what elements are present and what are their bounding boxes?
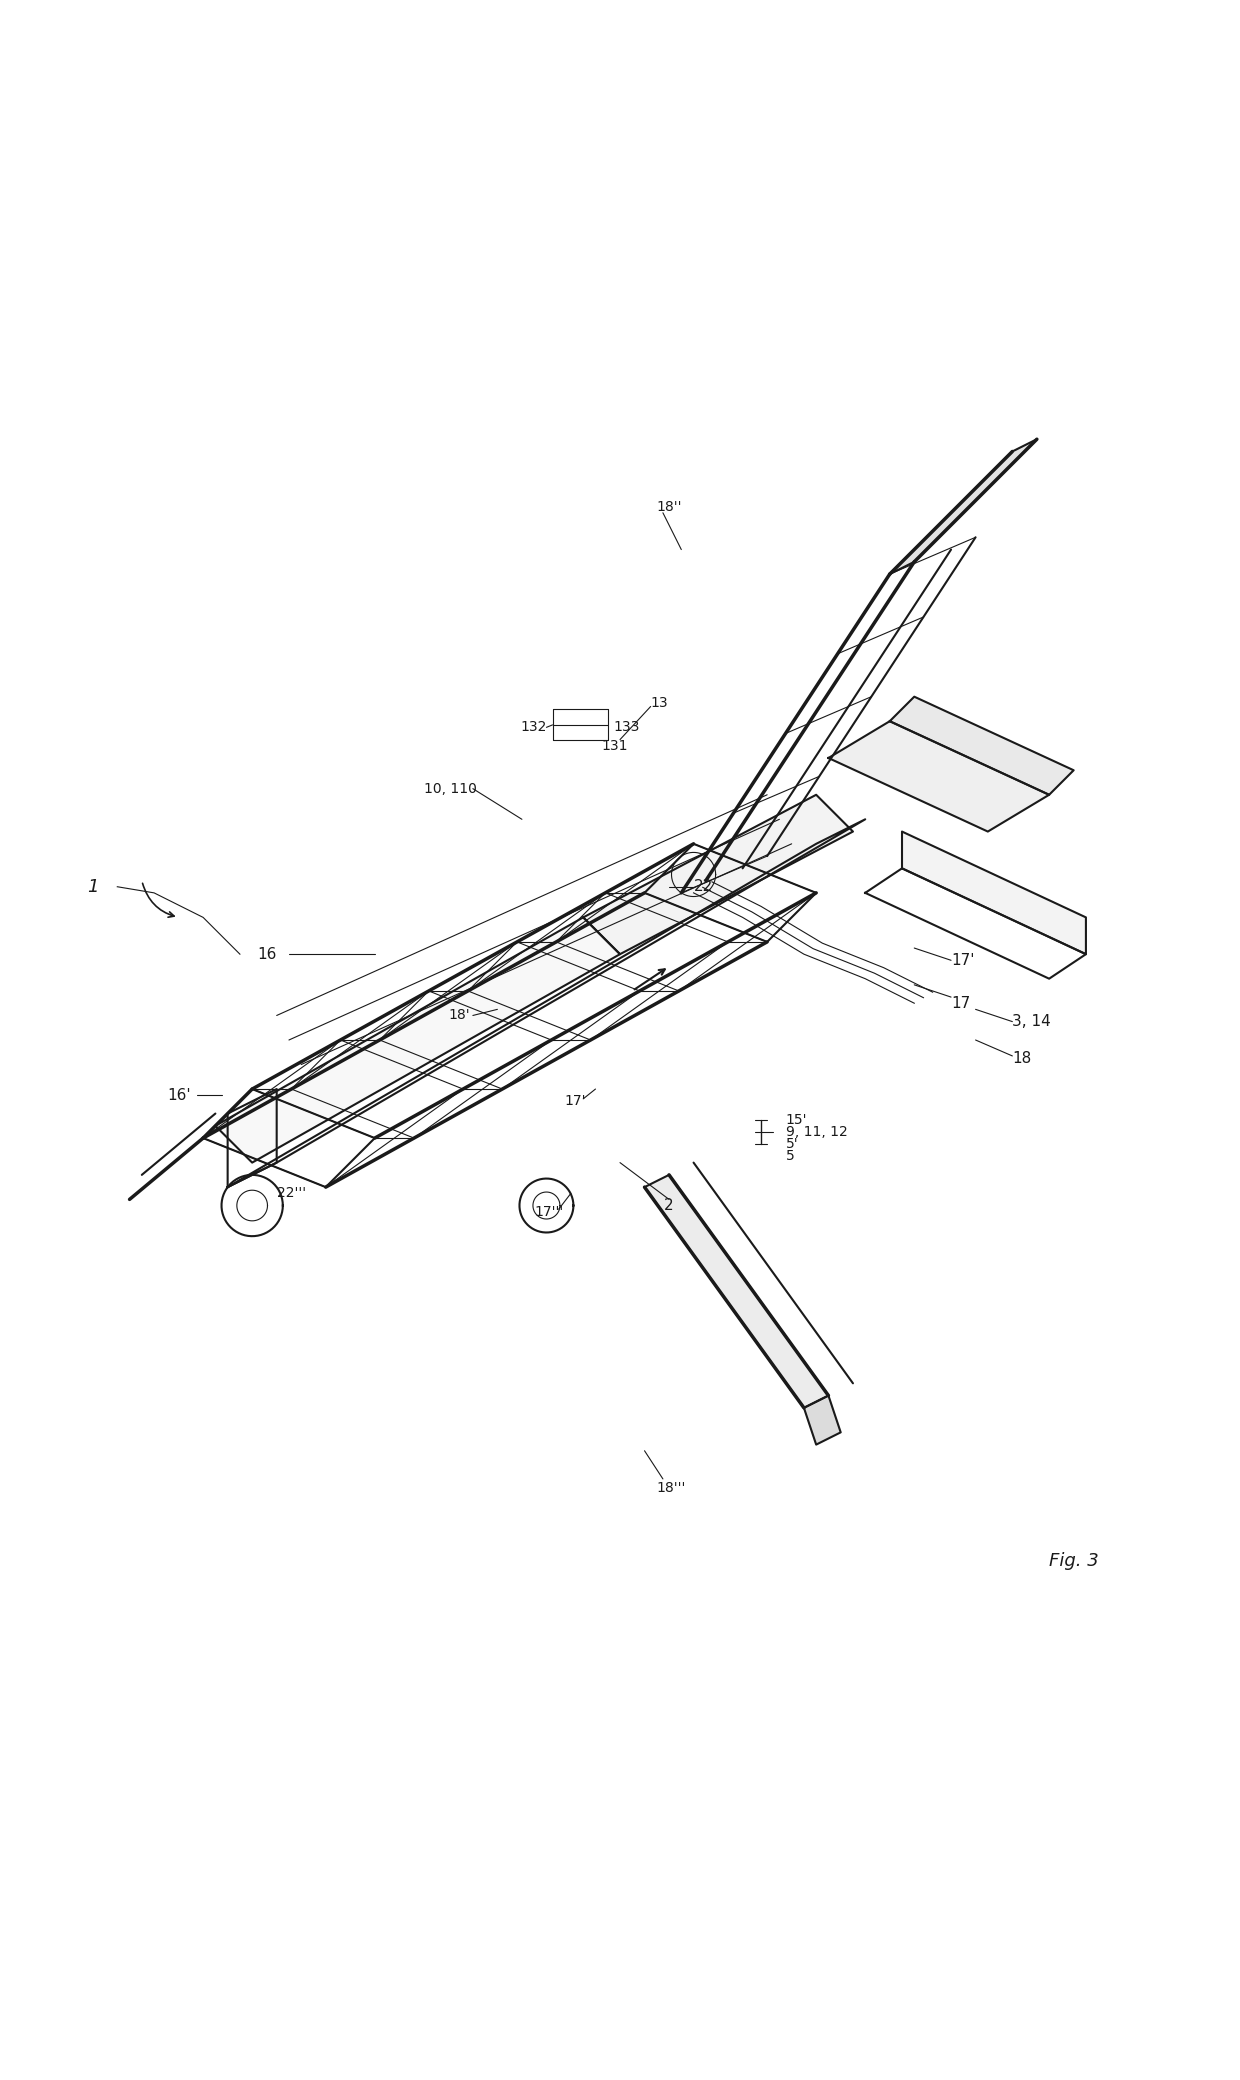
Text: 16: 16 [258,946,277,961]
Text: 22''': 22''' [277,1186,306,1200]
Text: 16': 16' [167,1088,191,1102]
Text: 10, 110: 10, 110 [424,782,476,797]
Text: 131: 131 [601,738,629,753]
Polygon shape [828,722,1049,832]
Text: 133: 133 [614,720,640,734]
Text: 18: 18 [1012,1050,1032,1065]
Text: 18': 18' [449,1009,470,1023]
Text: 17''': 17''' [534,1204,563,1219]
Text: 5': 5' [785,1138,799,1150]
Polygon shape [216,917,620,1163]
Polygon shape [890,439,1037,574]
Text: 18''': 18''' [657,1481,686,1496]
Text: 3, 14: 3, 14 [1012,1015,1052,1030]
Text: 5: 5 [785,1150,795,1163]
Text: 1: 1 [87,878,98,896]
Text: 132: 132 [520,720,547,734]
Text: 13: 13 [651,697,668,709]
Text: 15': 15' [785,1113,807,1127]
Text: 17': 17' [565,1094,587,1109]
Text: 18'': 18'' [657,499,682,514]
Text: 9, 11, 12: 9, 11, 12 [785,1125,847,1140]
Polygon shape [583,795,853,955]
Polygon shape [901,832,1086,955]
Text: Fig. 3: Fig. 3 [1049,1552,1099,1570]
Text: 2: 2 [665,1198,673,1213]
Text: 22: 22 [693,880,713,894]
Polygon shape [890,697,1074,795]
Text: 17: 17 [951,996,971,1011]
Polygon shape [645,1175,828,1408]
Text: 17': 17' [951,953,975,967]
Polygon shape [804,1396,841,1446]
